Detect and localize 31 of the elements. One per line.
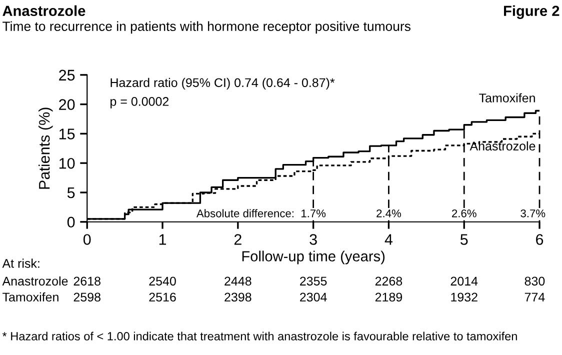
x-tick-label: 1 (159, 234, 166, 245)
x-tick-label: 5 (460, 234, 468, 245)
x-axis-title: Follow-up time (years) (242, 250, 385, 264)
x-tick-label: 4 (384, 234, 393, 245)
text: At risk: (2, 258, 40, 268)
annotation: 3.7% (520, 209, 546, 218)
y-tick-label: 15 (59, 128, 75, 140)
annotation: Absolute difference: (196, 209, 294, 218)
y-tick-label: 25 (59, 70, 75, 81)
y-tick-label: 0 (67, 216, 75, 228)
annotation: 1.7% (302, 210, 326, 218)
text: Anastrozole 2618 2540 2448 2355 2268 2014 830 (2, 276, 545, 286)
annotation: p = 0.0002 (110, 97, 169, 108)
x-tick-label: 6 (536, 234, 544, 245)
y-axis-title: Patients (%) (38, 108, 53, 189)
caption: Figure 2 (504, 5, 560, 19)
annotation: 2.4% (376, 209, 401, 218)
text: Tamoxifen 2598 2516 2398 2304 2189 1932 774 (2, 292, 545, 302)
x-tick-label: 2 (234, 234, 242, 245)
series-label: Tamoxifen (479, 93, 535, 102)
annotation: Hazard ratio (95% CI) 0.74 (0.64 - 0.87)* (110, 78, 335, 90)
y-tick-label: 10 (59, 158, 75, 169)
annotation: 2.6% (452, 209, 476, 218)
x-tick-label: 0 (83, 234, 91, 245)
chart-subtitle: Time to recurrence in patients with hormone receptor positive tumours (2, 21, 410, 34)
y-tick-label: 5 (67, 188, 75, 198)
x-tick-label: 3 (310, 234, 317, 245)
series-label: Anastrozole (470, 141, 536, 151)
text: * Hazard ratios of < 1.00 indicate that treatment with anastrozole is favourable relative to tamoxifen (2, 332, 517, 340)
chart-title: Anastrozole (2, 5, 86, 16)
y-tick-label: 20 (59, 99, 75, 110)
